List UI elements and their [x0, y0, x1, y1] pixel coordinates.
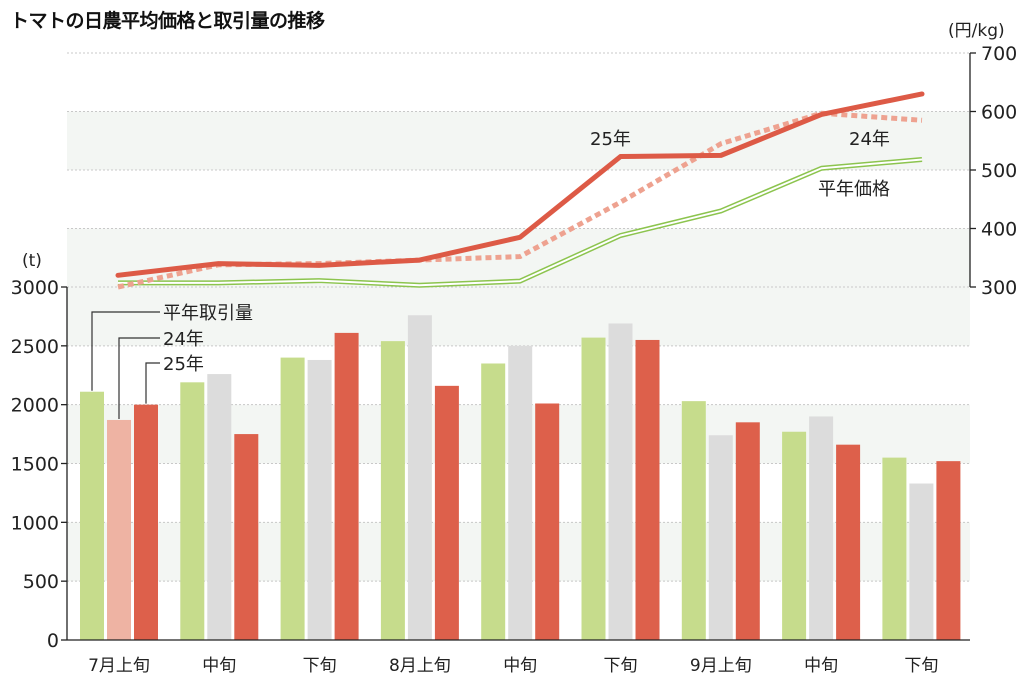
label-24-price: 24年: [849, 129, 890, 150]
volume-y-tick-label: 0: [47, 630, 59, 652]
x-tick-label: 下旬: [604, 656, 638, 676]
x-tick-label: 中旬: [503, 656, 537, 676]
volume-y-tick-label: 2000: [11, 395, 59, 417]
bar: [535, 403, 560, 640]
bar: [581, 337, 606, 640]
legend-leader-line: [145, 362, 160, 404]
bar: [481, 363, 506, 640]
bar: [407, 315, 432, 640]
bar: [936, 461, 961, 640]
x-tick-label: 7月上旬: [88, 656, 150, 676]
volume-band-0: [67, 287, 970, 346]
price-y-tick-label: 700: [981, 43, 1017, 65]
legend-label: 25年: [163, 354, 204, 375]
legend-leader-line: [118, 337, 160, 419]
bar: [80, 391, 104, 640]
bar: [508, 345, 533, 640]
legend-leader-line: [91, 311, 160, 391]
bar: [909, 483, 934, 640]
volume-y-tick-label: 500: [23, 571, 59, 593]
bar: [334, 332, 359, 640]
x-tick-label: 下旬: [303, 656, 337, 676]
label-normal-price: 平年価格: [818, 179, 890, 200]
price-y-tick-label: 500: [981, 160, 1017, 182]
label-25-price: 25年: [590, 129, 631, 150]
price-band-500-600: [67, 111, 970, 170]
price-y-tick-label: 300: [981, 277, 1017, 299]
line-normal-price-inner: [118, 158, 923, 287]
bar: [635, 339, 660, 640]
x-tick-label: 中旬: [804, 656, 838, 676]
legend-label: 24年: [163, 329, 204, 350]
price-y-axis-label: (円/kg): [948, 21, 1005, 41]
bar: [681, 401, 706, 640]
volume-y-tick-label: 3000: [11, 277, 59, 299]
bar: [836, 444, 861, 640]
bar: [134, 404, 158, 640]
bar: [234, 434, 259, 640]
line-24-price: [117, 110, 923, 290]
volume-y-tick-label: 1000: [11, 512, 59, 534]
bar: [380, 341, 405, 640]
volume-y-tick-label: 1500: [11, 454, 59, 476]
bar: [608, 323, 633, 640]
bar: [107, 419, 131, 640]
x-tick-label: 9月上旬: [690, 656, 752, 676]
bar: [735, 422, 760, 640]
volume-y-tick-label: 2500: [11, 336, 59, 358]
bar: [207, 374, 232, 640]
bar: [180, 382, 205, 640]
price-y-tick-label: 400: [981, 219, 1017, 241]
x-tick-label: 8月上旬: [389, 656, 451, 676]
bar: [307, 359, 332, 640]
line-25-price: [115, 91, 925, 278]
bar: [708, 435, 733, 640]
price-y-tick-label: 600: [981, 102, 1017, 124]
bar: [280, 357, 305, 640]
x-tick-label: 中旬: [202, 656, 236, 676]
x-tick-label: 下旬: [904, 656, 938, 676]
bar: [782, 431, 807, 640]
chart-title: トマトの日農平均価格と取引量の推移: [10, 10, 325, 32]
volume-y-axis-label: (t): [22, 251, 42, 271]
legend-label: 平年取引量: [163, 303, 253, 324]
bar: [882, 457, 907, 640]
bar: [434, 385, 459, 640]
bar: [809, 416, 834, 640]
